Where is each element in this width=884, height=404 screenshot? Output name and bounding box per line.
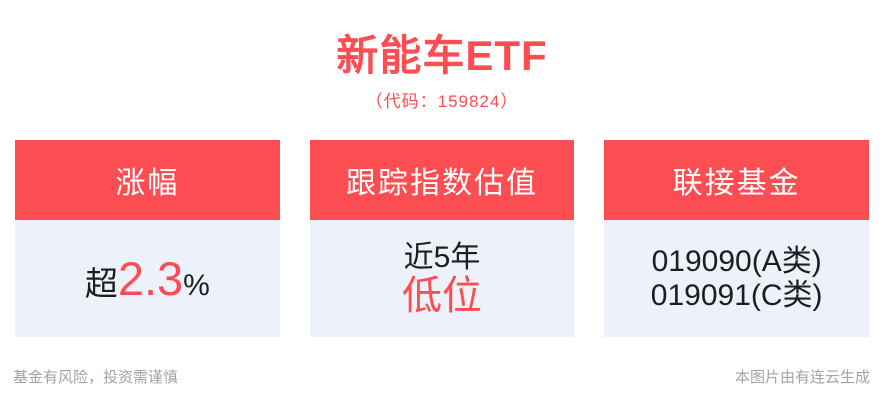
- card-index-valuation-header: 跟踪指数估值: [309, 140, 575, 220]
- gain-prefix: 超: [84, 265, 118, 302]
- card-feeder-funds: 联接基金 019090(A类) 019091(C类): [604, 140, 870, 337]
- valuation-level: 低位: [402, 273, 482, 318]
- feeder-fund-code-c: 019091(C类): [650, 278, 823, 312]
- gain-value: 2.3: [117, 252, 184, 305]
- card-index-valuation: 跟踪指数估值 近5年 低位: [309, 140, 575, 337]
- generator-credit: 本图片由有连云生成: [734, 369, 870, 386]
- fund-code-subtitle: （代码：159824）: [365, 92, 519, 111]
- card-gain-body: 超 2.3 %: [15, 220, 280, 337]
- risk-disclaimer: 基金有风险，投资需谨慎: [13, 369, 179, 386]
- card-gain-header: 涨幅: [15, 140, 280, 220]
- info-cards-row: 涨幅 超 2.3 % 跟踪指数估值 近5年 低位 联接基金 019090(A类)…: [15, 140, 870, 337]
- gain-value-line: 超 2.3 %: [85, 251, 210, 306]
- gain-percent-sign: %: [183, 269, 210, 302]
- valuation-period: 近5年: [403, 240, 481, 274]
- card-gain: 涨幅 超 2.3 %: [15, 140, 280, 337]
- feeder-fund-code-a: 019090(A类): [651, 244, 822, 278]
- card-feeder-funds-body: 019090(A类) 019091(C类): [604, 220, 870, 337]
- card-index-valuation-body: 近5年 低位: [309, 220, 575, 337]
- page-title: 新能车ETF: [336, 32, 548, 79]
- card-feeder-funds-header: 联接基金: [604, 140, 870, 220]
